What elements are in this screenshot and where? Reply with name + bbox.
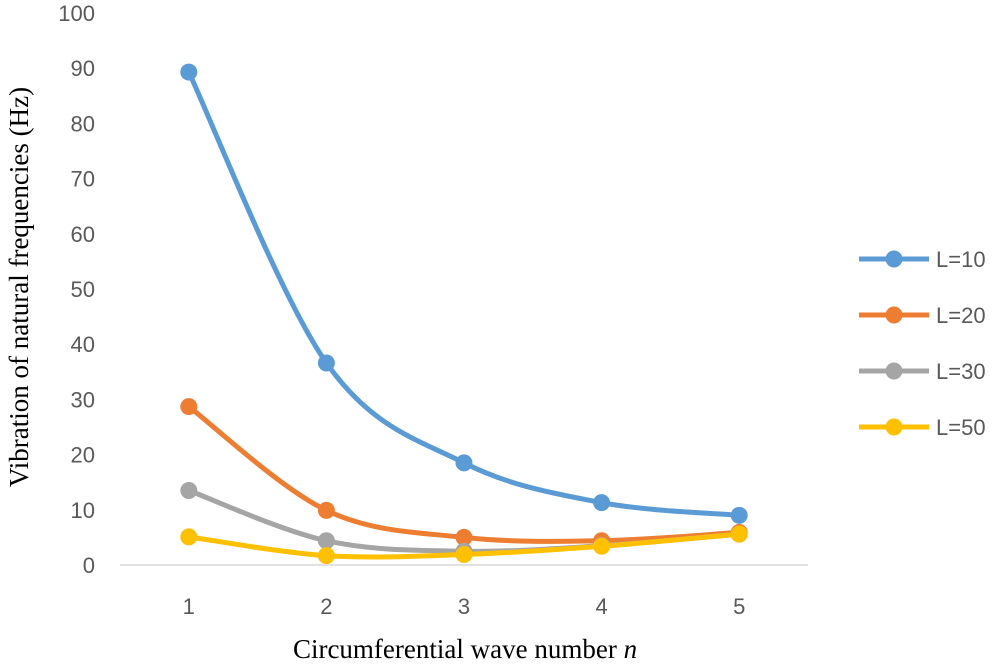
legend-item: L=50 (859, 415, 986, 440)
y-tick-label: 90 (71, 56, 95, 81)
x-tick-label: 2 (320, 594, 332, 619)
legend-label: L=30 (936, 359, 986, 384)
x-axis-title-text: Circumferential wave number (293, 634, 617, 664)
data-point (317, 501, 335, 519)
y-tick-label: 80 (71, 111, 95, 136)
x-tick-label: 1 (183, 594, 195, 619)
x-axis-title: Circumferential wave number n (293, 634, 637, 664)
y-axis-title: Vibration of natural frequencies (Hz) (4, 87, 34, 487)
data-point (180, 528, 198, 546)
x-axis-title-variable: n (624, 634, 638, 664)
legend-marker (885, 250, 903, 268)
y-tick-label: 60 (71, 222, 95, 247)
legend-marker (885, 362, 903, 380)
y-tick-label: 10 (71, 498, 95, 523)
y-tick-label: 70 (71, 167, 95, 192)
data-point (180, 63, 198, 81)
y-tick-label: 40 (71, 332, 95, 357)
data-point (455, 528, 473, 546)
legend-item: L=30 (859, 359, 986, 384)
data-point (317, 547, 335, 565)
data-point (593, 494, 611, 512)
data-point (455, 454, 473, 472)
data-point (180, 481, 198, 499)
x-tick-label: 5 (733, 594, 745, 619)
y-tick-label: 100 (58, 1, 95, 26)
x-axis-ticks: 1 2 3 4 5 (183, 594, 746, 619)
legend-label: L=10 (936, 247, 986, 272)
data-point (317, 532, 335, 550)
data-point (730, 506, 748, 524)
y-tick-label: 50 (71, 277, 95, 302)
data-point (317, 354, 335, 372)
series-L=50 (180, 525, 748, 565)
y-tick-label: 0 (83, 553, 95, 578)
legend-item: L=10 (859, 247, 986, 272)
plot-area: 0 10 20 30 40 50 60 70 80 90 100 1 2 3 4 5 (58, 1, 808, 619)
data-point (180, 398, 198, 416)
series-line (186, 69, 742, 518)
series-L=20 (180, 398, 748, 550)
data-point (593, 537, 611, 555)
y-tick-label: 30 (71, 387, 95, 412)
y-tick-label: 20 (71, 443, 95, 468)
x-tick-label: 4 (595, 594, 607, 619)
data-point (455, 546, 473, 564)
series-group (180, 63, 748, 565)
series-L=10 (180, 63, 748, 524)
legend: L=10 L=20 L=30 L=50 (859, 247, 986, 440)
legend-marker (885, 418, 903, 436)
legend-label: L=20 (936, 303, 986, 328)
data-point (730, 525, 748, 543)
legend-label: L=50 (936, 415, 986, 440)
legend-marker (885, 306, 903, 324)
y-axis-ticks: 0 10 20 30 40 50 60 70 80 90 100 (58, 1, 95, 578)
x-tick-label: 3 (458, 594, 470, 619)
legend-item: L=20 (859, 303, 986, 328)
